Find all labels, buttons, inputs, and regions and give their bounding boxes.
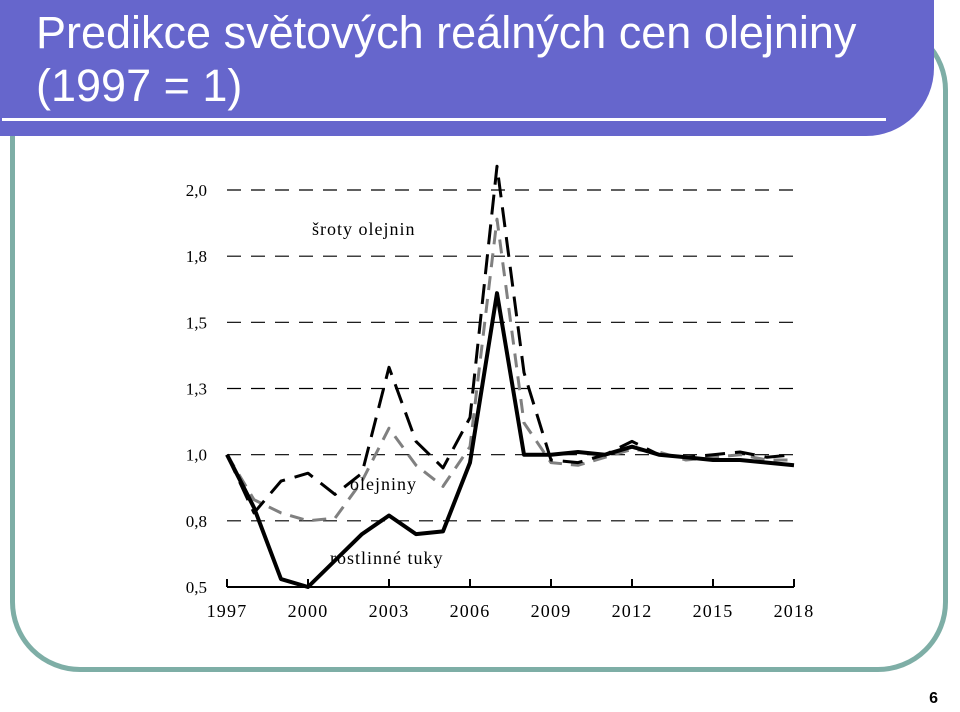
x-tick-label: 2009 [531, 601, 572, 621]
y-tick-label: 2,0 [186, 181, 207, 200]
series-labels: šroty olejnin olejniny rostlinné tuky [312, 219, 444, 568]
series-line-olejniny [225, 291, 795, 589]
series-lines [225, 164, 795, 589]
series-line-sroty-olejnin [225, 164, 795, 515]
y-tick-label: 1,0 [186, 446, 207, 465]
x-tick-label: 2015 [693, 601, 734, 621]
x-tick-label: 2006 [450, 601, 491, 621]
series-label: olejniny [350, 474, 417, 494]
x-tick-label: 2018 [774, 601, 815, 621]
x-tick-label: 2003 [369, 601, 410, 621]
slide-title: Predikce světových reálných cen olejniny… [36, 7, 857, 112]
series-line-rostlinne-tuky [225, 217, 794, 523]
gridlines [227, 189, 794, 522]
series-label: rostlinné tuky [330, 548, 444, 568]
x-axis: 1997 2000 2003 2006 2009 2012 2015 2018 [207, 579, 815, 621]
y-tick-label: 0,5 [186, 578, 207, 597]
y-axis-ticks: 2,0 1,8 1,5 1,3 1,0 0,8 0,5 [186, 181, 207, 597]
x-tick-label: 1997 [207, 601, 248, 621]
x-tick-label: 2012 [612, 601, 653, 621]
y-tick-label: 1,5 [186, 313, 207, 332]
x-tick-label: 2000 [288, 601, 329, 621]
page-number: 6 [929, 690, 938, 707]
y-tick-label: 0,8 [186, 512, 207, 531]
title-bar: Predikce světových reálných cen olejniny… [0, 0, 934, 136]
y-tick-label: 1,8 [186, 247, 207, 266]
series-label: šroty olejnin [312, 219, 416, 239]
title-underline [2, 118, 886, 121]
y-tick-label: 1,3 [186, 380, 207, 399]
